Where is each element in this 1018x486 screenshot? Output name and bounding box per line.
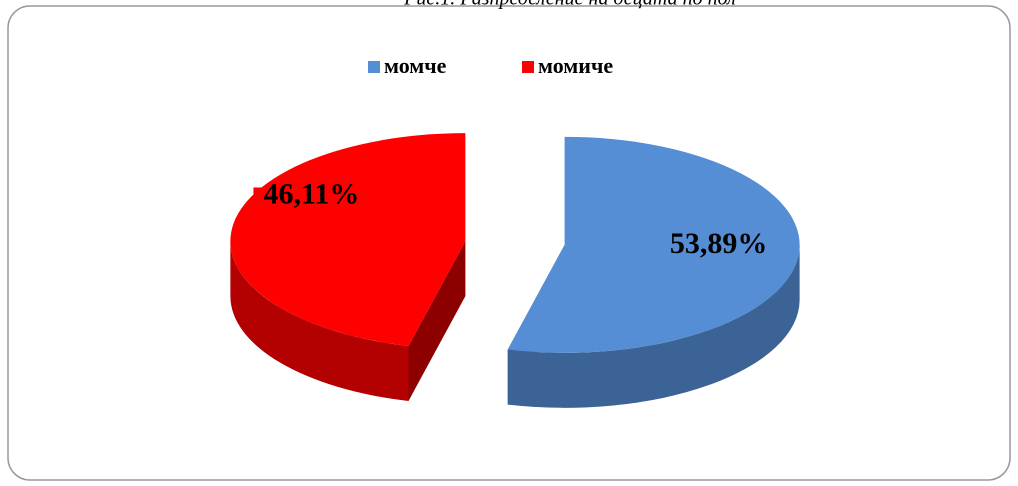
chart-frame <box>7 5 1011 481</box>
chart-title: Рис.1. Разпределение на децата по пол <box>403 0 736 10</box>
pie-slice <box>507 136 800 353</box>
value-label-key <box>253 187 263 197</box>
value-label: 53,89% <box>670 227 768 260</box>
value-label-key <box>660 237 670 247</box>
value-label: 46,11% <box>263 177 359 210</box>
legend-swatch <box>522 61 534 73</box>
pie-slice <box>230 133 466 346</box>
slice-side <box>230 241 409 401</box>
legend-label: момче <box>384 53 447 78</box>
legend-label: момиче <box>538 53 613 78</box>
legend-swatch <box>368 61 380 73</box>
slice-side <box>507 244 800 408</box>
slice-face <box>408 241 466 401</box>
